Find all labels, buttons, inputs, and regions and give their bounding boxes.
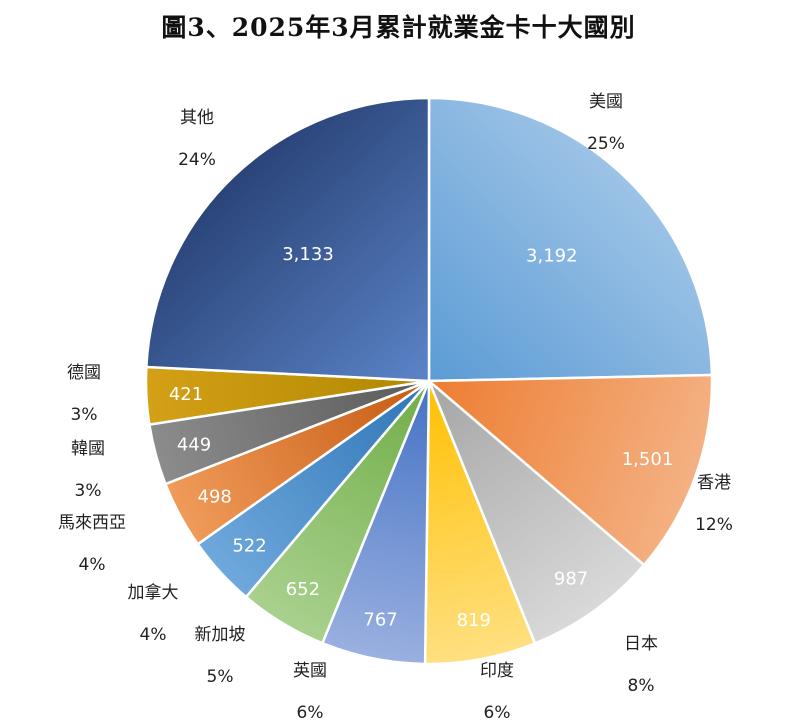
slice-percent-label: 8%: [628, 676, 655, 696]
slice-value-label: 767: [363, 610, 397, 631]
slice-percent-label: 4%: [79, 555, 106, 575]
slice-category-label: 德國: [67, 363, 101, 383]
slice-category-label: 馬來西亞: [58, 513, 126, 533]
pie-slices: [144, 96, 714, 666]
slice-value-label: 522: [232, 535, 266, 556]
slice-category-label: 韓國: [71, 439, 105, 459]
slice-value-label: 3,192: [526, 246, 578, 267]
pie-slice-1: [427, 96, 714, 383]
slice-percent-label: 3%: [71, 405, 98, 425]
slice-category-label: 其他: [180, 108, 214, 128]
slice-category-label: 新加坡: [195, 625, 246, 645]
slice-category-label: 日本: [624, 634, 658, 654]
slice-percent-label: 25%: [587, 134, 625, 154]
slice-value-label: 652: [286, 579, 320, 600]
slice-category-label: 英國: [293, 661, 327, 681]
slice-value-label: 1,501: [622, 449, 674, 470]
slice-value-label: 987: [554, 569, 588, 590]
slice-value-label: 498: [198, 486, 232, 507]
slice-category-label: 印度: [480, 661, 514, 681]
slice-percent-label: 6%: [484, 703, 511, 723]
slice-value-label: 449: [177, 435, 211, 456]
pie-slice-3: [427, 380, 646, 646]
slice-category-label: 美國: [589, 92, 623, 112]
slice-percent-label: 3%: [75, 481, 102, 501]
slice-category-label: 加拿大: [128, 582, 179, 603]
pie-slice-11: [145, 96, 431, 383]
chart-title: 圖3、2025年3月累計就業金卡十大國別: [161, 13, 636, 42]
slice-percent-label: 5%: [207, 667, 234, 687]
slice-category-label: 香港: [697, 473, 731, 493]
slice-percent-label: 4%: [140, 625, 167, 645]
slice-percent-label: 12%: [695, 515, 733, 535]
slice-value-label: 421: [169, 384, 203, 405]
slice-percent-label: 6%: [297, 703, 324, 723]
category-labels: 美國 25% 香港 12% 日本 8% 印度 6% 英國 6% 新加坡 5% 加拿大 4% 馬來西亞 4% 韓國…: [58, 92, 733, 723]
slice-value-label: 3,133: [282, 244, 334, 265]
pie-slice-2: [425, 373, 714, 567]
slice-percent-label: 24%: [178, 150, 216, 170]
value-labels: 3,192 1,501 987 819 767 652 522 498 449 421 3,133: [169, 244, 673, 631]
pie-slice-4: [423, 380, 537, 666]
slice-value-label: 819: [457, 610, 491, 631]
